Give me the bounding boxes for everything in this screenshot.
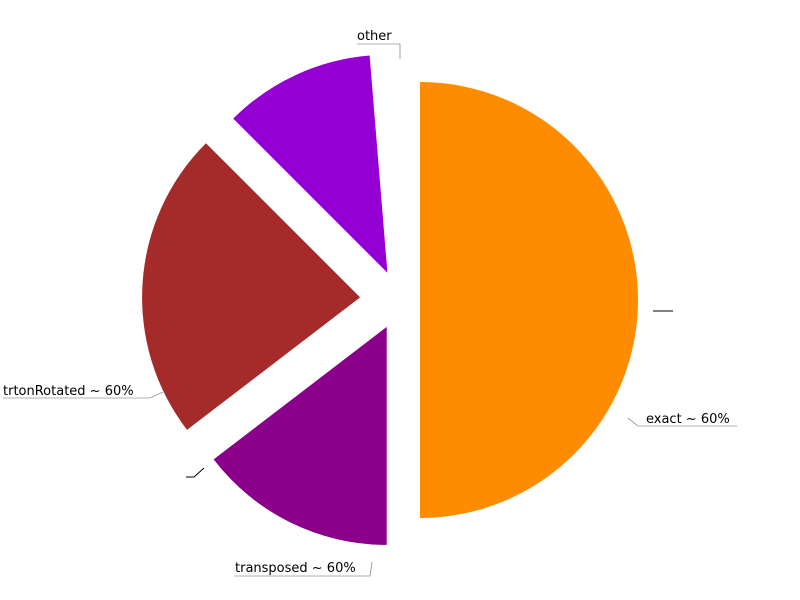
leader-line-other	[357, 43, 401, 59]
pie-slice-exact	[213, 326, 387, 545]
leader-stub-small-slice-b	[186, 467, 205, 478]
pie-slice-small-b	[390, 82, 400, 300]
leader-line-transposed	[234, 561, 373, 577]
pie-slice-small-a	[382, 82, 400, 301]
slice-label-transposed: transposed ~ 60%	[235, 561, 356, 576]
pie-slice-other	[420, 82, 638, 518]
pie-slice-trtonrotated	[233, 55, 388, 273]
slice-label-other: other	[357, 29, 392, 44]
pie-slice-transposed	[142, 143, 361, 430]
slice-label-exact: exact ~ 60%	[646, 412, 730, 427]
leader-line-exact	[627, 417, 737, 427]
pie-labels: other exact ~ 60% transposed ~ 60% trton…	[3, 29, 737, 577]
slice-label-trtonrotated: trtonRotated ~ 60%	[3, 384, 134, 399]
pie-slices	[142, 55, 638, 545]
leader-line-trtonrotated	[3, 391, 164, 399]
